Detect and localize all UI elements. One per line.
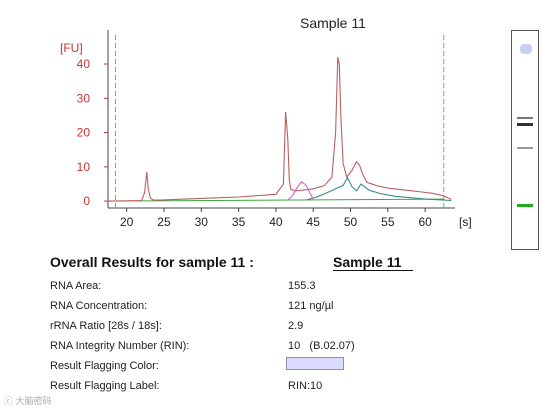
x-tick-label-55: 55 — [381, 215, 395, 229]
x-tick-label-60: 60 — [418, 215, 432, 229]
flag-label-label: Result Flagging Label: — [50, 380, 160, 392]
electropherogram-chart: 0 10 20 30 40 [FU] 20 25 30 35 40 45 50 55 60 [s] — [60, 30, 472, 229]
series-line-2 — [286, 181, 314, 201]
gel-band-0 — [520, 44, 532, 54]
x-tick-label-20: 20 — [120, 215, 134, 229]
rna-concentration-label: RNA Concentration: — [50, 300, 148, 312]
rin-value: 10 (B.02.07) — [288, 340, 355, 352]
y-tick-label-40: 40 — [77, 57, 91, 71]
results-heading: Overall Results for sample 11 : — [50, 254, 254, 270]
watermark: ⓒ 大脑密码 — [4, 396, 52, 406]
x-tick-label-25: 25 — [157, 215, 171, 229]
x-tick-label-45: 45 — [307, 215, 321, 229]
gel-band-4 — [517, 204, 533, 207]
y-tick-label-30: 30 — [77, 91, 91, 105]
y-tick-label-20: 20 — [77, 126, 91, 140]
series-line-0 — [107, 56, 452, 202]
flag-label-value: RIN:10 — [288, 380, 323, 392]
rrna-ratio-value: 2.9 — [288, 320, 304, 332]
gel-band-3 — [517, 147, 533, 149]
x-tick-label-35: 35 — [232, 215, 246, 229]
results-sample-name: Sample 11 — [333, 254, 413, 271]
rrna-ratio-label: rRNA Ratio [28s / 18s]: — [50, 320, 162, 332]
rna-area-label: RNA Area: — [50, 280, 102, 292]
x-tick-label-40: 40 — [269, 215, 283, 229]
gel-band-1 — [517, 123, 533, 126]
x-tick-label-30: 30 — [195, 215, 209, 229]
rna-concentration-value: 121 ng/µl — [288, 300, 334, 312]
x-unit-label: [s] — [459, 215, 472, 229]
y-unit-label: [FU] — [60, 41, 83, 55]
y-tick-label-10: 10 — [77, 160, 91, 174]
gel-band-2 — [517, 117, 533, 119]
flag-color-swatch — [286, 357, 344, 370]
flag-color-label: Result Flagging Color: — [50, 360, 159, 372]
baseline-line — [107, 198, 444, 202]
rna-area-value: 155.3 — [288, 280, 316, 292]
y-tick-label-0: 0 — [83, 194, 90, 208]
x-tick-label-50: 50 — [344, 215, 358, 229]
series-line-1 — [305, 176, 452, 202]
chart-title: Sample 11 — [300, 15, 366, 31]
gel-lane — [511, 30, 539, 250]
rin-label: RNA Integrity Number (RIN): — [50, 340, 190, 352]
